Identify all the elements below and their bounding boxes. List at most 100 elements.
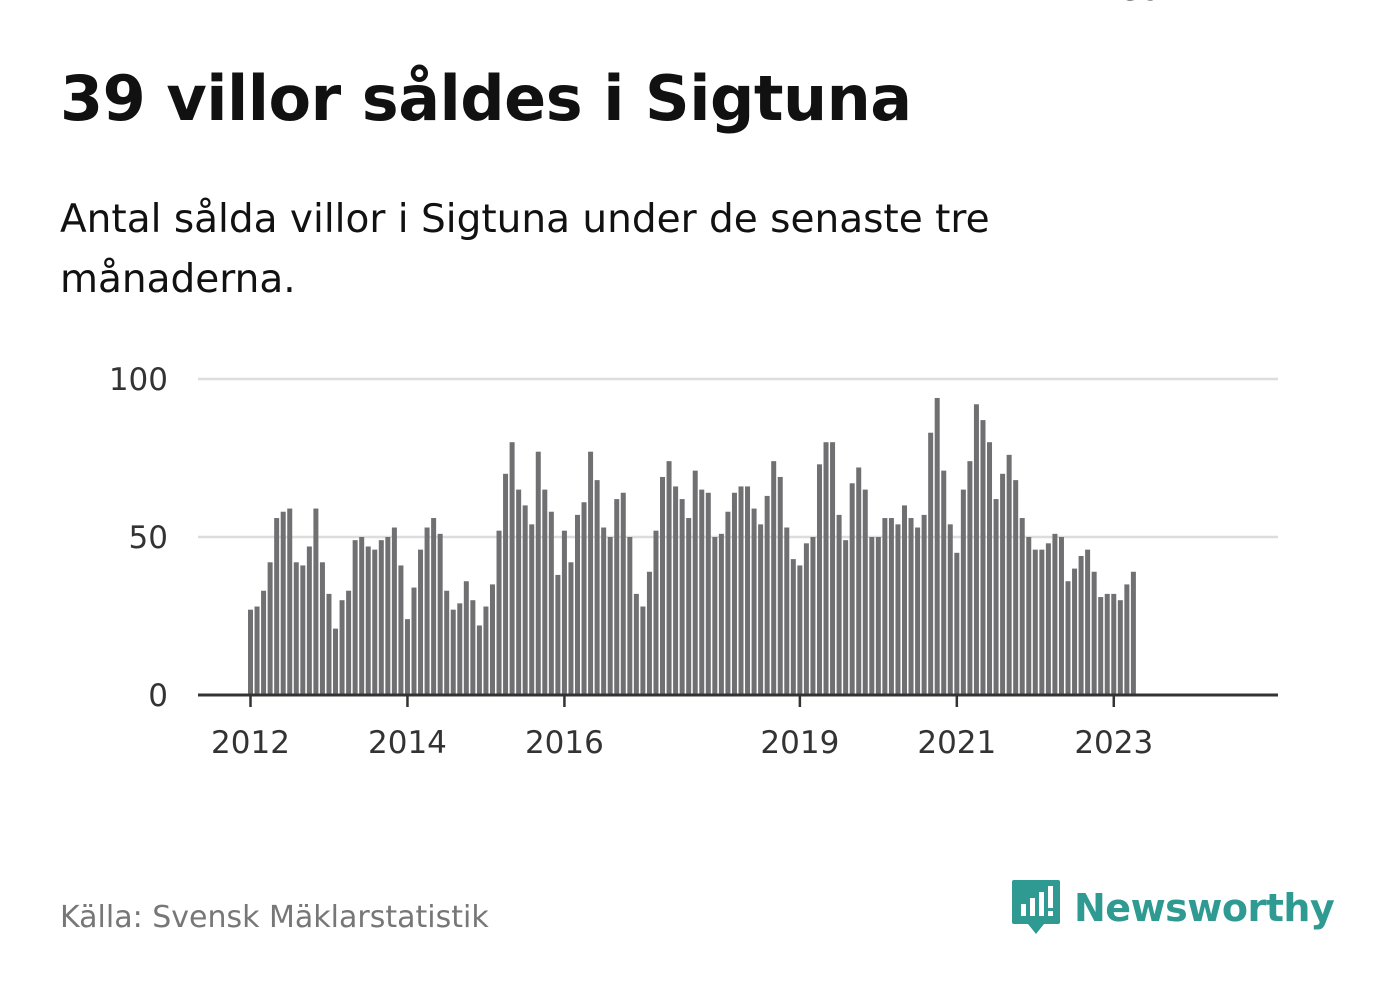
bar bbox=[267, 562, 273, 695]
bar bbox=[398, 565, 404, 695]
bar bbox=[751, 508, 757, 695]
bar bbox=[333, 628, 339, 695]
bar bbox=[1117, 600, 1123, 695]
bar bbox=[679, 499, 685, 695]
bar bbox=[705, 492, 711, 695]
bar bbox=[548, 511, 554, 695]
bar bbox=[529, 524, 535, 695]
bar bbox=[646, 571, 652, 695]
bar bbox=[1124, 584, 1130, 695]
bar bbox=[509, 442, 515, 695]
bar bbox=[306, 546, 312, 695]
bar bbox=[404, 619, 410, 695]
bar bbox=[980, 420, 986, 695]
bar bbox=[339, 600, 345, 695]
bar bbox=[385, 537, 391, 695]
bar bbox=[418, 549, 424, 695]
bar bbox=[633, 593, 639, 695]
x-tick-label: 2014 bbox=[368, 725, 447, 761]
bar bbox=[790, 559, 796, 695]
latest-value-label: 39 bbox=[1122, 0, 1163, 8]
bar bbox=[882, 518, 888, 695]
bar bbox=[947, 524, 953, 695]
bar bbox=[444, 590, 450, 695]
bar bbox=[1085, 549, 1091, 695]
bar bbox=[731, 492, 737, 695]
bar bbox=[738, 486, 744, 695]
bar bbox=[895, 524, 901, 695]
bar bbox=[568, 562, 574, 695]
bar bbox=[457, 603, 463, 695]
bar bbox=[280, 511, 286, 695]
bar bbox=[764, 495, 770, 695]
bar bbox=[797, 565, 803, 695]
bar bbox=[1026, 537, 1032, 695]
bar bbox=[771, 461, 777, 695]
bar bbox=[1058, 537, 1064, 695]
bar bbox=[378, 540, 384, 695]
bar bbox=[803, 543, 809, 695]
source-note: Källa: Svensk Mäklarstatistik bbox=[60, 900, 489, 935]
bar bbox=[941, 470, 947, 695]
bar bbox=[915, 527, 921, 695]
bar bbox=[594, 480, 600, 695]
chart-subtitle: Antal sålda villor i Sigtuna under de se… bbox=[60, 197, 990, 302]
bar bbox=[758, 524, 764, 695]
bar bbox=[503, 473, 509, 695]
gridlines bbox=[198, 377, 1278, 539]
bar bbox=[496, 530, 502, 695]
bar bbox=[745, 486, 751, 695]
bar bbox=[248, 609, 253, 695]
bar bbox=[1019, 518, 1025, 695]
bar bbox=[699, 489, 705, 695]
bar bbox=[869, 537, 875, 695]
bar bbox=[666, 461, 672, 695]
y-tick-label: 100 bbox=[109, 362, 168, 398]
bar bbox=[987, 442, 993, 695]
bar bbox=[359, 537, 365, 695]
x-tick-label: 2021 bbox=[917, 725, 996, 761]
bar bbox=[516, 489, 522, 695]
bar bbox=[319, 562, 325, 695]
bar bbox=[921, 514, 927, 695]
bar bbox=[1078, 555, 1084, 695]
bar bbox=[843, 540, 849, 695]
bar bbox=[849, 483, 855, 695]
bar bbox=[908, 518, 914, 695]
bar bbox=[326, 593, 332, 695]
bar bbox=[1104, 593, 1110, 695]
bar bbox=[725, 511, 731, 695]
bar bbox=[287, 508, 293, 695]
bar bbox=[973, 404, 979, 695]
bar bbox=[934, 397, 940, 695]
bar bbox=[470, 600, 476, 695]
bar bbox=[614, 499, 620, 695]
bar bbox=[653, 530, 659, 695]
brand-name: Newsworthy bbox=[1074, 886, 1335, 930]
bar bbox=[1098, 597, 1104, 695]
bar bbox=[555, 574, 561, 695]
newsworthy-logo[interactable]: Newsworthy bbox=[1010, 878, 1335, 938]
axis-labels: 0 50 100 2012 2014 2016 2019 2021 2023 39 bbox=[109, 0, 1162, 761]
bar bbox=[346, 590, 352, 695]
bar bbox=[274, 518, 280, 695]
bar bbox=[660, 476, 666, 695]
bar bbox=[836, 514, 842, 695]
bar bbox=[483, 606, 489, 695]
bar bbox=[450, 609, 456, 695]
bar bbox=[875, 537, 881, 695]
bar bbox=[1039, 549, 1045, 695]
bar bbox=[823, 442, 829, 695]
x-tick-label: 2012 bbox=[211, 725, 290, 761]
bar bbox=[561, 530, 567, 695]
bar bbox=[542, 489, 548, 695]
bar bbox=[673, 486, 679, 695]
bar bbox=[718, 533, 724, 695]
bar bbox=[1013, 480, 1019, 695]
newsworthy-logo-icon bbox=[1012, 880, 1060, 934]
bar bbox=[391, 527, 397, 695]
bar bbox=[954, 552, 960, 695]
bar bbox=[784, 527, 790, 695]
bar bbox=[712, 537, 718, 695]
bar bbox=[1072, 568, 1078, 695]
